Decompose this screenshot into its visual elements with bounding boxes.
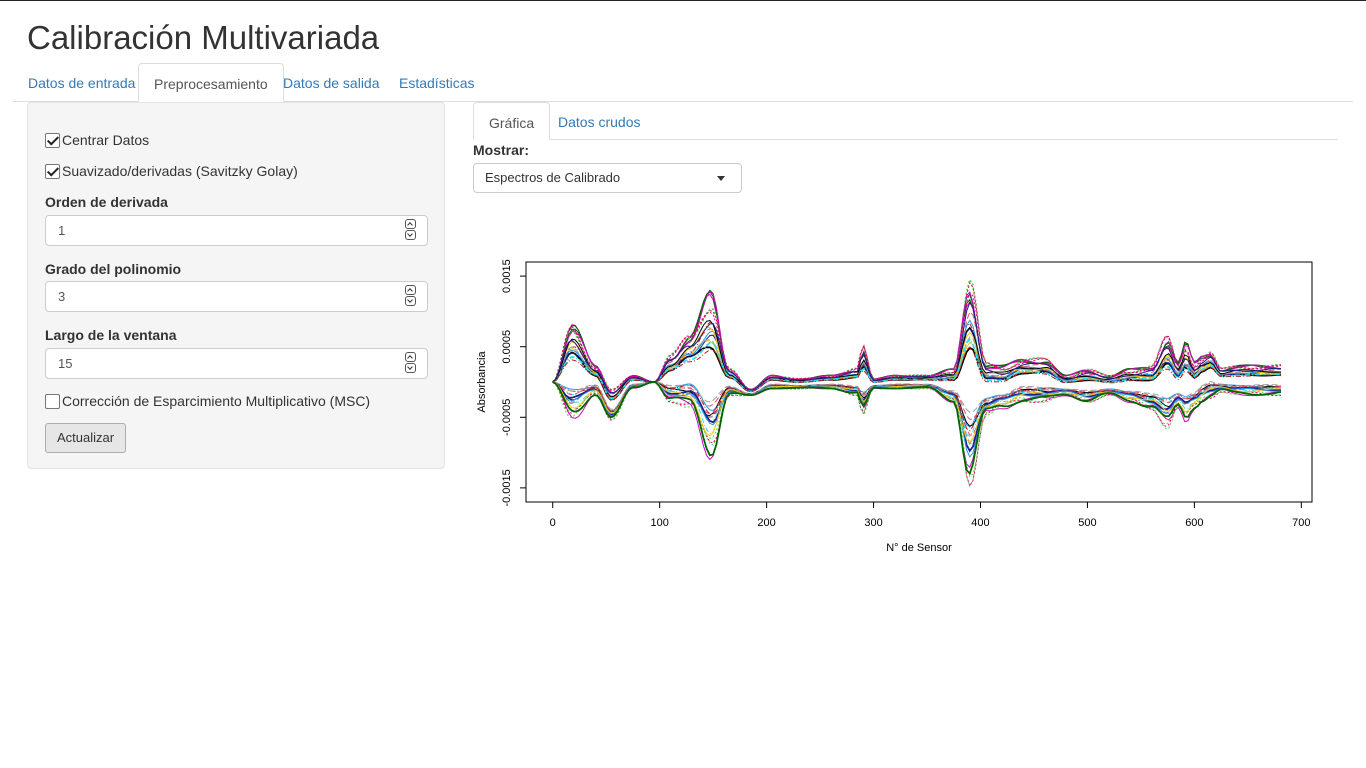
tab-datos-de-entrada[interactable]: Datos de entrada: [28, 75, 136, 91]
spectrum-line: [552, 338, 1282, 400]
derivative-order-spinner[interactable]: [405, 219, 417, 242]
polynomial-degree-spinner[interactable]: [405, 285, 417, 308]
y-tick-label: -0.0005: [501, 399, 513, 436]
spectrum-line: [551, 277, 1282, 391]
y-tick-label: 0.0005: [501, 330, 513, 364]
derivative-order-label: Orden de derivada: [45, 194, 168, 210]
tab-grafica[interactable]: Gráfica: [473, 102, 551, 140]
main-tabs: Datos de entrada Preprocesamiento Datos …: [13, 63, 1353, 102]
spectrum-line: [552, 381, 1282, 476]
polynomial-degree-input[interactable]: 3: [45, 281, 428, 312]
center-data-checkbox[interactable]: [45, 132, 60, 148]
derivative-order-value: 1: [58, 223, 66, 238]
spectrum-line: [552, 381, 1282, 488]
x-tick-label: 300: [864, 517, 882, 529]
y-tick-label: -0.0015: [501, 469, 513, 506]
x-tick-label: 500: [1078, 517, 1096, 529]
tab-estadisticas[interactable]: Estadísticas: [399, 75, 475, 91]
spinner-down-icon[interactable]: [405, 296, 416, 306]
center-data-label: Centrar Datos: [62, 132, 150, 148]
result-tabs: Gráfica Datos crudos: [473, 102, 1338, 140]
spectrum-line: [552, 291, 1282, 392]
spinner-down-icon[interactable]: [405, 363, 416, 373]
update-button[interactable]: Actualizar: [45, 423, 127, 453]
spectra-chart: 0 100 200 300 400 500 600 700 -0.0015 -0.0005 0.00…: [473, 251, 1333, 561]
msc-checkbox[interactable]: [45, 393, 60, 409]
smoothing-checkbox[interactable]: [45, 163, 60, 179]
window-length-value: 15: [58, 356, 73, 371]
window-length-input[interactable]: 15: [45, 348, 428, 379]
spectrum-line: [552, 381, 1282, 488]
smoothing-label: Suavizado/derivadas (Savitzky Golay): [62, 163, 298, 179]
spectrum-line: [552, 346, 1282, 401]
y-tick-label: 0.0015: [501, 259, 513, 293]
spectrum-line: [552, 381, 1282, 444]
center-data-option[interactable]: Centrar Datos: [45, 132, 149, 148]
spinner-up-icon[interactable]: [405, 219, 416, 229]
spectrum-line: [552, 301, 1282, 394]
tab-datos-de-salida[interactable]: Datos de salida: [283, 75, 380, 91]
window-length-label: Largo de la ventana: [45, 327, 177, 343]
chevron-down-icon: [717, 176, 725, 181]
x-tick-label: 100: [650, 517, 668, 529]
plot-frame: [525, 261, 1313, 503]
spectrum-line: [552, 381, 1282, 478]
x-axis-label: N° de Sensor: [886, 542, 952, 554]
spinner-up-icon[interactable]: [405, 285, 416, 295]
polynomial-degree-value: 3: [58, 289, 66, 304]
display-select-value: Espectros de Calibrado: [485, 170, 621, 185]
smoothing-option[interactable]: Suavizado/derivadas (Savitzky Golay): [45, 163, 298, 179]
window-length-spinner[interactable]: [405, 352, 417, 375]
tab-preprocesamiento[interactable]: Preprocesamiento: [138, 63, 284, 102]
display-label: Mostrar:: [473, 142, 530, 158]
x-tick-label: 700: [1292, 517, 1310, 529]
tab-datos-crudos[interactable]: Datos crudos: [558, 114, 641, 130]
spectrum-line: [552, 381, 1282, 413]
msc-label: Corrección de Esparcimiento Multiplicati…: [62, 393, 371, 409]
spinner-down-icon[interactable]: [405, 230, 416, 240]
x-tick-label: 400: [971, 517, 989, 529]
spectrum-line: [552, 381, 1282, 458]
polynomial-degree-label: Grado del polinomio: [45, 261, 182, 277]
preprocessing-panel: Centrar Datos Suavizado/derivadas (Savit…: [27, 102, 445, 469]
x-tick-label: 200: [757, 517, 775, 529]
derivative-order-input[interactable]: 1: [45, 215, 428, 246]
spectrum-line: [552, 381, 1282, 468]
display-select[interactable]: Espectros de Calibrado: [473, 163, 742, 193]
spectra-chart-svg: 0 100 200 300 400 500 600 700 -0.0015 -0.0005 0.00…: [476, 259, 1313, 554]
x-tick-label: 0: [550, 517, 556, 529]
spectrum-line: [552, 319, 1282, 398]
page-title: Calibración Multivariada: [27, 19, 380, 56]
spinner-up-icon[interactable]: [405, 352, 416, 362]
msc-option[interactable]: Corrección de Esparcimiento Multiplicati…: [45, 393, 370, 409]
y-axis-label: Absorbancia: [476, 351, 488, 413]
x-tick-label: 600: [1185, 517, 1203, 529]
